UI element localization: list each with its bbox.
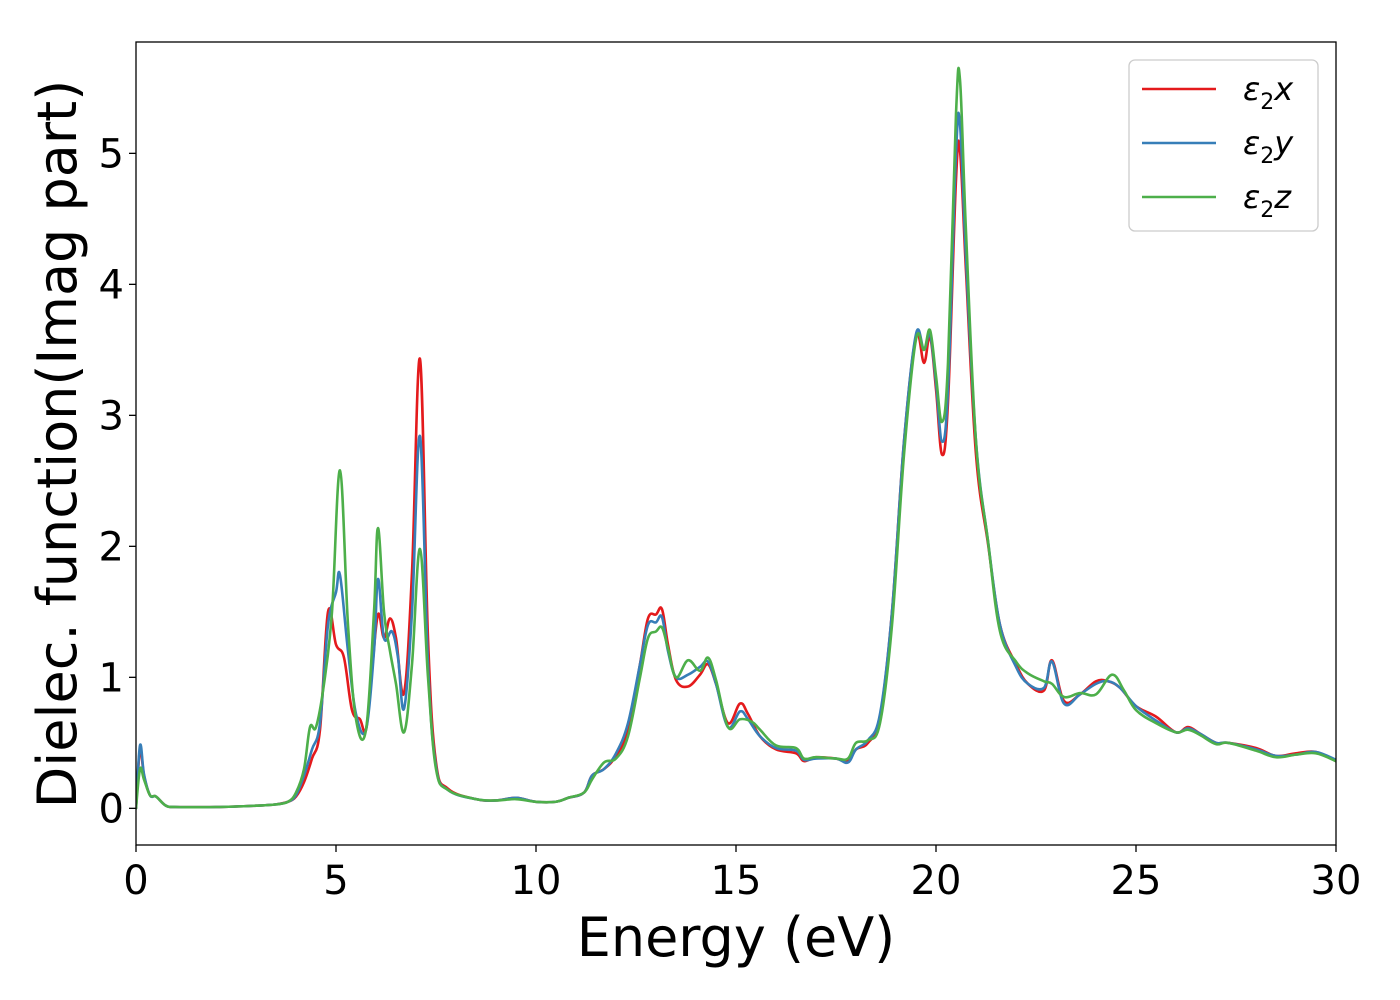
y-tick-label: 4	[99, 262, 124, 308]
x-tick-label: 20	[911, 858, 962, 904]
series-layer	[136, 66, 1336, 810]
x-tick-label: 25	[1111, 858, 1162, 904]
y-axis-label: Dielec. function(Imag part)	[26, 80, 89, 809]
x-tick-label: 30	[1311, 858, 1362, 904]
y-tick-label: 5	[99, 131, 124, 177]
x-tick-label: 10	[511, 858, 562, 904]
y-tick-label: 1	[99, 655, 124, 701]
y-tick-label: 2	[99, 524, 124, 570]
y-tick-label: 3	[99, 393, 124, 439]
legend-frame	[1128, 59, 1319, 232]
legend-label-z: ε2z	[1243, 178, 1292, 223]
series-line-z	[136, 66, 1336, 810]
x-axis-label: Energy (eV)	[577, 906, 896, 969]
x-axis: 0 5 10 15 20 25 30	[123, 845, 1361, 904]
x-tick-label: 15	[711, 858, 762, 904]
legend-label-x: ε2x	[1243, 70, 1294, 115]
legend: ε2x ε2y ε2z	[1128, 59, 1319, 232]
legend-label-y: ε2y	[1243, 124, 1294, 169]
x-tick-label: 5	[323, 858, 348, 904]
y-tick-label: 0	[99, 786, 124, 832]
x-tick-label: 0	[123, 858, 148, 904]
y-axis: 0 1 2 3 4 5	[99, 131, 136, 832]
